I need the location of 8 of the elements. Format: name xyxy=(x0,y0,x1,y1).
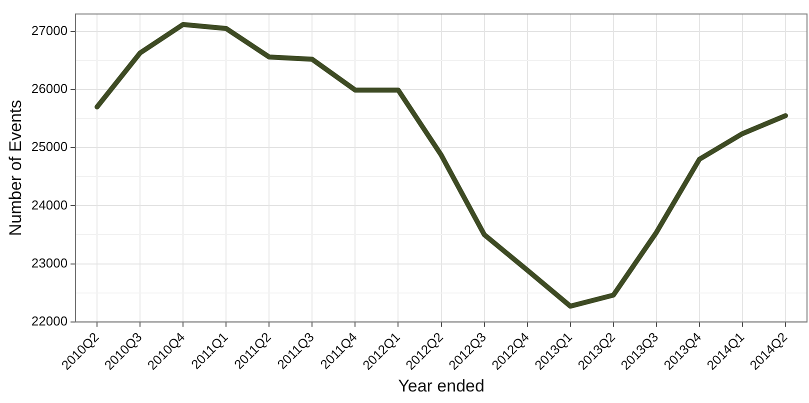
x-axis-title: Year ended xyxy=(398,376,484,396)
y-tick-label: 27000 xyxy=(31,23,68,38)
y-tick-label: 26000 xyxy=(31,81,68,96)
y-axis-title: Number of Events xyxy=(6,100,25,236)
y-tick-label: 22000 xyxy=(31,313,68,328)
y-tick-label: 23000 xyxy=(31,255,68,270)
y-tick-label: 25000 xyxy=(31,139,68,154)
y-tick-label: 24000 xyxy=(31,197,68,212)
